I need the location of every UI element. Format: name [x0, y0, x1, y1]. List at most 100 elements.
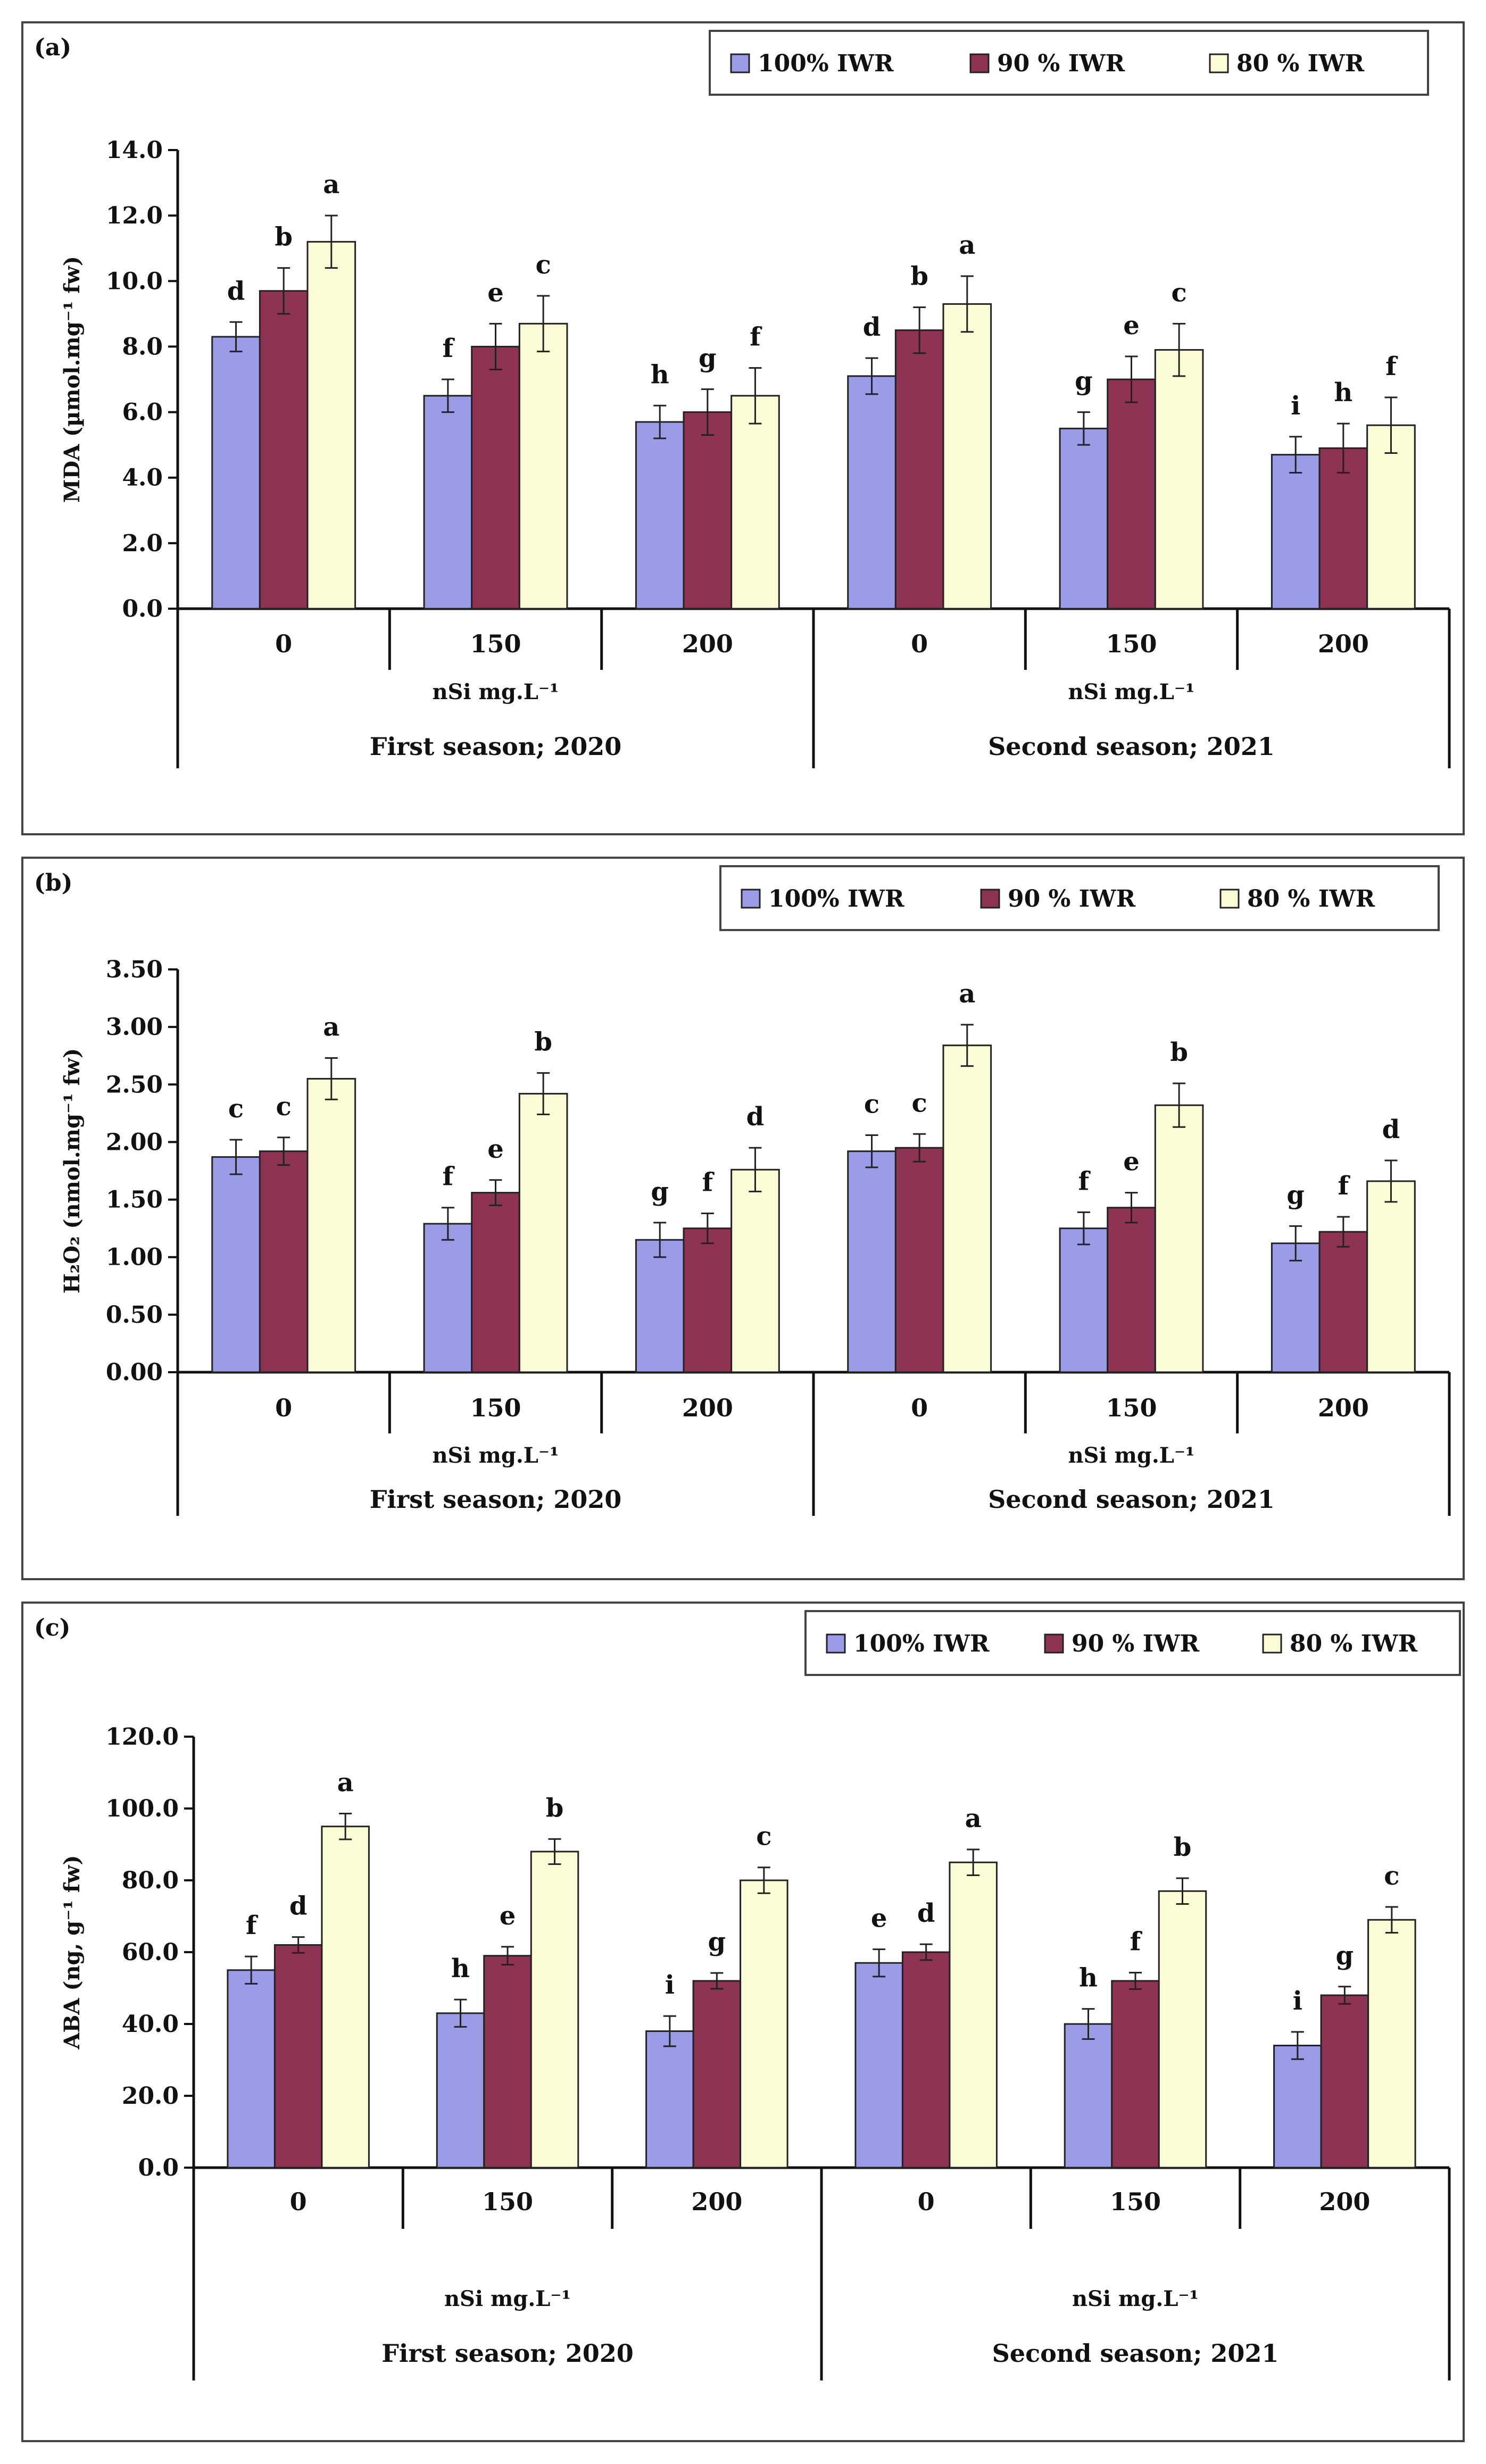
bar [1320, 1994, 1369, 2169]
bar [1366, 1180, 1416, 1373]
unit-label: nSi mg.L⁻¹ [1068, 1443, 1194, 1468]
bar [518, 322, 568, 610]
significance-letter: a [323, 170, 339, 200]
significance-letter: b [1174, 1832, 1192, 1862]
x-tick-label: 150 [470, 629, 521, 658]
x-tick-label: 150 [482, 2187, 533, 2216]
bar [1158, 1890, 1207, 2169]
bar [1271, 454, 1321, 610]
bar [211, 1156, 261, 1373]
season-label: Second season; 2021 [992, 2339, 1279, 2368]
y-tick-label: 60.0 [122, 1939, 179, 1966]
bar [942, 1044, 992, 1373]
bar [1111, 1980, 1160, 2169]
y-tick-label: 100.0 [105, 1795, 179, 1822]
bar [894, 329, 944, 610]
significance-letter: e [871, 1904, 887, 1934]
significance-letter: a [959, 230, 975, 260]
x-tick-label: 0 [275, 1393, 292, 1422]
bar [901, 1951, 951, 2169]
bar [306, 240, 356, 610]
bar [321, 1826, 370, 2169]
x-tick-label: 0 [918, 2187, 935, 2216]
bar [683, 411, 733, 610]
unit-label: nSi mg.L⁻¹ [444, 2286, 571, 2311]
y-tick-label: 1.50 [106, 1187, 163, 1214]
bar [847, 1150, 896, 1373]
bar [1318, 1231, 1368, 1373]
y-axis-label: ABA (ng, g⁻¹ fw) [60, 1855, 85, 2050]
significance-letter: c [912, 1088, 927, 1118]
significance-letter: e [487, 278, 504, 308]
bar [423, 1223, 473, 1373]
bar [306, 1077, 356, 1373]
x-tick-label: 200 [1319, 2187, 1370, 2216]
panel-label: (c) [34, 1614, 70, 1641]
legend-label: 90 % IWR [997, 50, 1125, 77]
significance-letter: d [863, 312, 881, 342]
y-axis-label: MDA (µmol.mg⁻¹ fw) [60, 256, 85, 503]
x-tick-label: 150 [1106, 1393, 1157, 1422]
significance-letter: d [289, 1891, 308, 1921]
x-tick-label: 200 [691, 2187, 742, 2216]
unit-label: nSi mg.L⁻¹ [432, 679, 559, 704]
significance-letter: g [1286, 1180, 1305, 1210]
significance-letter: c [228, 1094, 244, 1124]
bar [1271, 1242, 1321, 1373]
bar [894, 1147, 944, 1373]
bar [471, 345, 520, 610]
significance-letter: g [651, 1177, 669, 1207]
significance-letter: f [1385, 352, 1398, 381]
y-tick-label: 80.0 [122, 1867, 179, 1894]
season-label: First season; 2020 [370, 1485, 622, 1514]
y-tick-label: 0.0 [138, 2154, 179, 2181]
bar [645, 2030, 694, 2169]
significance-letter: c [756, 1822, 771, 1852]
significance-letter: c [1172, 278, 1187, 308]
significance-letter: e [487, 1134, 504, 1164]
significance-letter: b [534, 1027, 552, 1057]
legend-label: 100% IWR [768, 885, 904, 912]
bar [1366, 424, 1416, 610]
significance-letter: a [965, 1804, 982, 1834]
legend-swatch [826, 1633, 846, 1654]
legend-swatch [730, 53, 750, 73]
y-tick-label: 1.00 [106, 1244, 163, 1271]
legend-label: 100% IWR [853, 1630, 990, 1657]
significance-letter: g [708, 1927, 726, 1957]
chart-svg: (b) 100% IWR 90 % IWR 80 % IWR 0.00 0.50 1.00 1… [34, 865, 1451, 1516]
legend-swatch [1262, 1633, 1282, 1654]
season-label: Second season; 2021 [988, 732, 1275, 761]
legend-box [719, 865, 1440, 931]
significance-letter: d [746, 1102, 765, 1132]
significance-letter: d [917, 1898, 935, 1928]
y-tick-label: 8.0 [122, 333, 163, 360]
legend-swatch [1044, 1633, 1064, 1654]
bar [1059, 427, 1109, 610]
legend-label: 80 % IWR [1247, 885, 1375, 912]
significance-letter: e [500, 1901, 516, 1931]
bar [530, 1851, 579, 2169]
significance-letter: i [1293, 1986, 1302, 2016]
bar [1273, 2045, 1322, 2169]
x-tick-label: 150 [470, 1393, 521, 1422]
significance-letter: f [246, 1911, 259, 1940]
significance-letter: a [959, 979, 975, 1009]
chart-panel-b: (b) 100% IWR 90 % IWR 80 % IWR 0.00 0.50 1.00 1… [21, 857, 1465, 1580]
significance-letter: h [1334, 378, 1352, 408]
y-tick-label: 12.0 [106, 202, 163, 229]
significance-letter: h [1079, 1963, 1098, 1993]
x-tick-label: 0 [275, 629, 292, 658]
x-tick-label: 200 [1318, 1393, 1369, 1422]
significance-letter: b [1170, 1038, 1188, 1067]
bar [942, 303, 992, 610]
y-tick-label: 0.50 [106, 1301, 163, 1329]
significance-letter: g [1075, 367, 1093, 396]
significance-letter: g [1336, 1941, 1354, 1971]
significance-letter: f [750, 322, 762, 352]
x-tick-label: 0 [911, 1393, 928, 1422]
bar [635, 1239, 685, 1373]
significance-letter: f [443, 1162, 455, 1192]
unit-label: nSi mg.L⁻¹ [1072, 2286, 1199, 2311]
significance-letter: b [546, 1793, 564, 1823]
